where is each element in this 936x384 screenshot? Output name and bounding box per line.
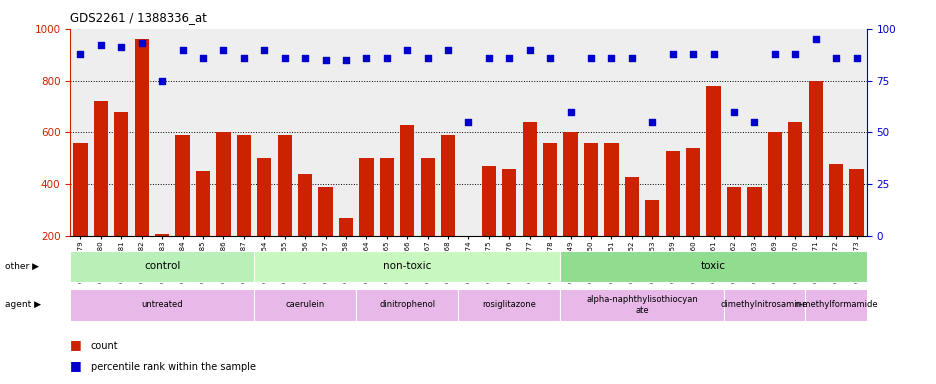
Point — [644, 119, 659, 125]
Bar — [420, 158, 434, 236]
Bar — [726, 187, 740, 236]
Text: dinitrophenol: dinitrophenol — [379, 300, 435, 310]
Point — [808, 36, 823, 42]
Bar — [256, 158, 271, 236]
Point — [542, 55, 557, 61]
Point — [358, 55, 373, 61]
Point — [502, 55, 517, 61]
Text: count: count — [91, 341, 118, 351]
Bar — [746, 187, 761, 236]
Bar — [502, 169, 516, 236]
Bar — [400, 125, 414, 236]
Bar — [604, 143, 618, 236]
Bar — [339, 218, 353, 236]
Bar — [216, 132, 230, 236]
Point — [256, 46, 271, 53]
Point — [73, 51, 88, 57]
Text: alpha-naphthylisothiocyan
ate: alpha-naphthylisothiocyan ate — [586, 295, 697, 314]
Bar — [767, 132, 782, 236]
Text: GDS2261 / 1388336_at: GDS2261 / 1388336_at — [70, 12, 207, 25]
Bar — [237, 135, 251, 236]
Bar — [808, 81, 822, 236]
Point — [848, 55, 863, 61]
Point — [604, 55, 619, 61]
Bar — [848, 169, 863, 236]
Point — [298, 55, 313, 61]
Point — [583, 55, 598, 61]
Bar — [787, 122, 801, 236]
Text: agent ▶: agent ▶ — [5, 300, 40, 310]
Text: percentile rank within the sample: percentile rank within the sample — [91, 362, 256, 372]
Point — [113, 45, 128, 51]
Point — [521, 46, 536, 53]
Text: n-methylformamide: n-methylformamide — [794, 300, 877, 310]
Text: other ▶: other ▶ — [5, 262, 38, 271]
Text: dimethylnitrosamine: dimethylnitrosamine — [720, 300, 808, 310]
Point — [767, 51, 782, 57]
Bar — [114, 112, 128, 236]
Text: non-toxic: non-toxic — [383, 262, 431, 271]
Point — [196, 55, 211, 61]
Bar — [441, 135, 455, 236]
Bar — [135, 39, 149, 236]
Text: control: control — [144, 262, 180, 271]
Bar — [481, 166, 495, 236]
Bar — [583, 143, 597, 236]
Bar — [175, 135, 189, 236]
Bar — [154, 233, 169, 236]
Text: ■: ■ — [70, 338, 82, 351]
Bar — [624, 177, 638, 236]
Bar — [196, 171, 210, 236]
Bar — [461, 236, 475, 244]
Point — [236, 55, 251, 61]
Bar — [379, 158, 393, 236]
Bar — [828, 164, 842, 236]
Point — [706, 51, 721, 57]
Bar — [543, 143, 557, 236]
Bar — [645, 200, 659, 236]
Bar — [665, 151, 680, 236]
Point — [563, 109, 578, 115]
Point — [461, 119, 475, 125]
Point — [94, 42, 109, 48]
Point — [746, 119, 761, 125]
Point — [379, 55, 394, 61]
Point — [317, 57, 332, 63]
Point — [134, 40, 149, 46]
Bar — [298, 174, 312, 236]
Point — [623, 55, 638, 61]
Point — [787, 51, 802, 57]
Bar — [685, 148, 699, 236]
Point — [440, 46, 455, 53]
Bar — [94, 101, 108, 236]
Point — [481, 55, 496, 61]
Bar — [706, 86, 720, 236]
Bar — [522, 122, 536, 236]
Point — [665, 51, 680, 57]
Point — [827, 55, 842, 61]
Bar — [318, 187, 332, 236]
Text: ■: ■ — [70, 359, 82, 372]
Point — [277, 55, 292, 61]
Text: untreated: untreated — [141, 300, 183, 310]
Point — [400, 46, 415, 53]
Text: toxic: toxic — [700, 262, 725, 271]
Bar — [358, 158, 373, 236]
Point — [338, 57, 353, 63]
Text: rosiglitazone: rosiglitazone — [482, 300, 535, 310]
Bar — [563, 132, 578, 236]
Text: caerulein: caerulein — [285, 300, 325, 310]
Point — [725, 109, 740, 115]
Bar — [73, 143, 88, 236]
Point — [685, 51, 700, 57]
Point — [175, 46, 190, 53]
Point — [215, 46, 230, 53]
Point — [419, 55, 434, 61]
Point — [154, 78, 169, 84]
Bar — [277, 135, 291, 236]
